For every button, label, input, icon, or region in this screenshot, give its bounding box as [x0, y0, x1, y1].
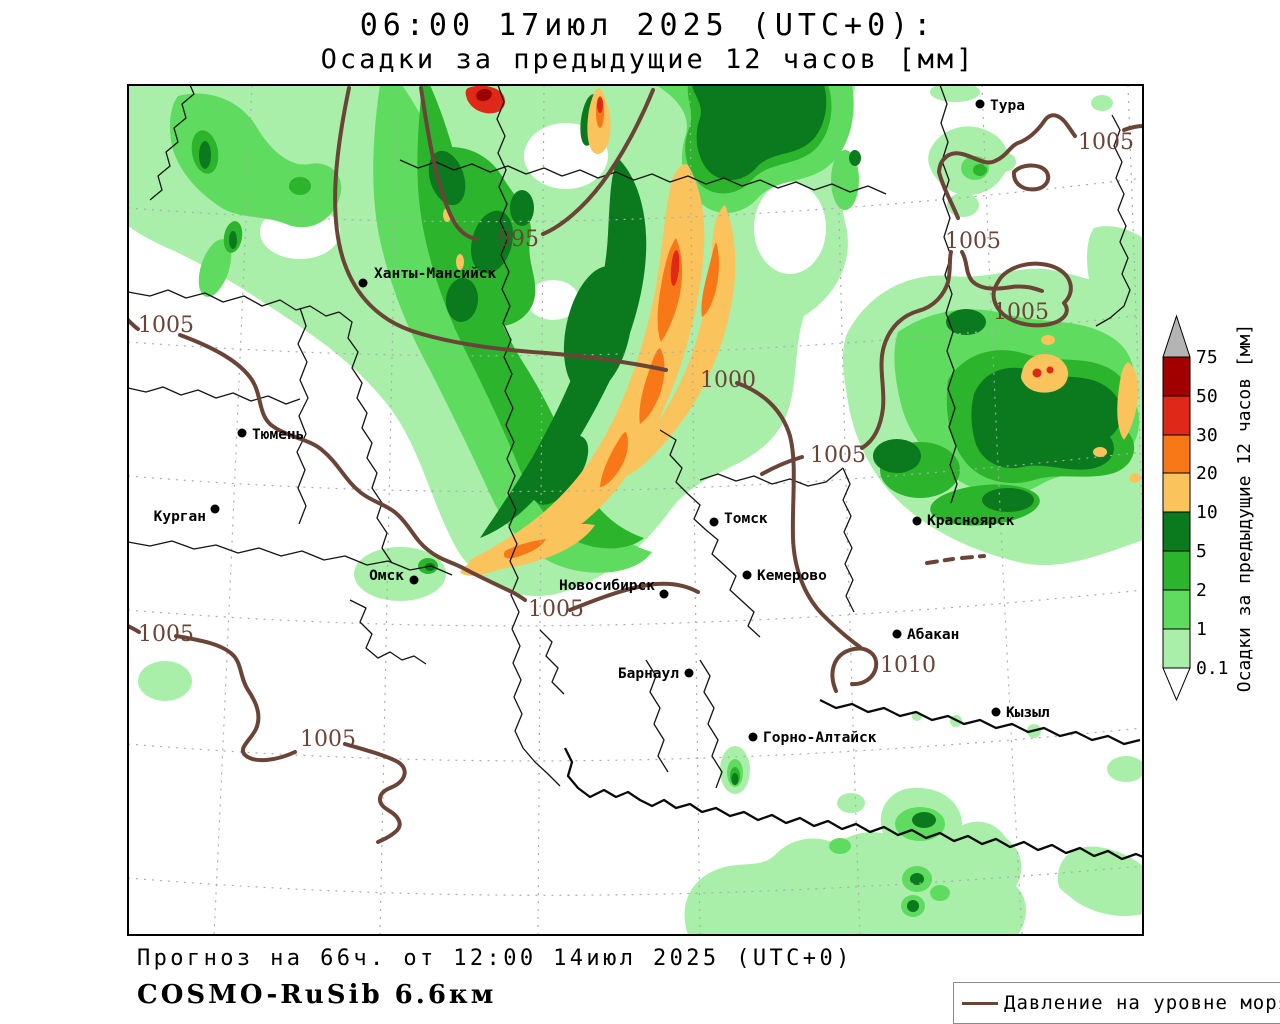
isobar-label: 1005 — [138, 313, 194, 338]
isobar-label: 1005 — [300, 727, 356, 752]
isobar-label: 1005 — [138, 622, 194, 647]
isobar-label: 1000 — [700, 368, 756, 393]
city-dot — [358, 278, 368, 288]
colorbar-tick: 50 — [1196, 386, 1218, 407]
city-dot — [975, 99, 985, 109]
isobar-label: 1005 — [528, 597, 584, 622]
isobar-label: 995 — [497, 227, 539, 252]
model-name-text: COSMO-RuSib 6.6км — [137, 980, 497, 1010]
colorbar-tick: 5 — [1196, 541, 1207, 562]
isobar-label: 1005 — [1078, 130, 1134, 155]
colorbar-band — [1162, 511, 1191, 552]
city-dot — [210, 504, 220, 514]
city-label: Красноярск — [927, 513, 1015, 529]
isobar-label: 1005 — [993, 300, 1049, 325]
city-label: Томск — [724, 511, 768, 527]
colorbar-tick: 0.1 — [1196, 658, 1229, 679]
city-label: Ханты-Мансийск — [374, 266, 496, 282]
city-dot — [709, 517, 719, 527]
graticule-layer — [128, 85, 1143, 935]
city-dot — [659, 589, 669, 599]
pressure-legend-label: Давление на уровне моря — [1004, 992, 1280, 1014]
city-label: Горно-Алтайск — [763, 730, 877, 746]
isobar-label: 1005 — [810, 443, 866, 468]
forecast-info-text: Прогноз на 66ч. от 12:00 14июл 2025 (UTC… — [137, 946, 853, 971]
city-dot — [409, 575, 419, 585]
city-label: Тура — [990, 98, 1025, 114]
colorbar-tick: 1 — [1196, 619, 1207, 640]
borders-layer — [128, 85, 1143, 861]
colorbar-title: Осадки за предыдущие 12 часов [мм] — [1234, 324, 1255, 692]
city-dot — [892, 629, 902, 639]
colorbar-tick: 2 — [1196, 580, 1207, 601]
city-dot — [742, 570, 752, 580]
city-label: Кемерово — [757, 568, 827, 584]
isobar-labels: 1005 995 1000 1005 1005 1005 1005 1010 1… — [138, 130, 1134, 752]
map-title-variable: Осадки за предыдущие 12 часов [мм] — [320, 44, 976, 75]
colorbar-band — [1162, 550, 1191, 591]
isobar-line-sample — [962, 1001, 998, 1005]
city-label: Тюмень — [252, 427, 304, 443]
city-label: Курган — [154, 509, 206, 525]
map-frame — [127, 84, 1144, 936]
map-title-datetime: 06:00 17июл 2025 (UTC+0): — [359, 8, 937, 43]
city-label: Абакан — [907, 627, 959, 643]
precipitation-colorbar: 75 50 30 20 10 5 2 1 0.1 Осадки за преды… — [1162, 314, 1255, 702]
city-dot — [684, 668, 694, 678]
colorbar-tick: 10 — [1196, 502, 1218, 523]
city-label: Омск — [369, 568, 404, 584]
city-label: Кызыл — [1006, 705, 1050, 721]
city-dot — [912, 516, 922, 526]
colorbar-tick: 75 — [1196, 347, 1218, 368]
colorbar-band — [1162, 434, 1191, 474]
precipitation-layer — [128, 85, 1143, 935]
isobar-label: 1005 — [945, 229, 1001, 254]
colorbar-band — [1162, 589, 1191, 630]
colorbar-overflow-arrow — [1162, 314, 1191, 358]
isobar-layer — [128, 86, 1143, 844]
isobar-label: 1010 — [880, 653, 936, 678]
city-dot — [748, 732, 758, 742]
city-dot — [991, 707, 1001, 717]
colorbar-tick: 30 — [1196, 425, 1218, 446]
cities-layer: Тура Ханты-Мансийск Тюмень Курган Омск Н… — [154, 98, 1050, 746]
colorbar-underflow-arrow — [1162, 667, 1191, 702]
colorbar-band — [1162, 628, 1191, 669]
colorbar-band — [1162, 472, 1191, 513]
colorbar-band — [1162, 395, 1191, 436]
colorbar-tick: 20 — [1196, 463, 1218, 484]
city-label: Новосибирск — [559, 578, 655, 594]
pressure-legend-box: Давление на уровне моря — [953, 982, 1280, 1024]
city-dot — [237, 428, 247, 438]
city-label: Барнаул — [618, 666, 679, 682]
colorbar-band — [1162, 356, 1191, 397]
